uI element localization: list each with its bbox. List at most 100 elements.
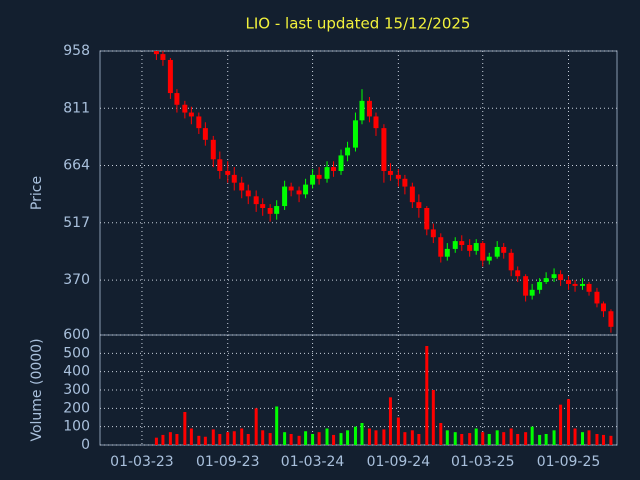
volume-bar <box>283 432 287 445</box>
volume-bar <box>509 428 513 445</box>
volume-bar <box>453 432 457 445</box>
volume-bar <box>481 432 485 445</box>
candle-body <box>153 51 159 55</box>
volume-bar <box>581 432 585 445</box>
volume-bar <box>445 430 449 445</box>
volume-bar <box>460 434 464 445</box>
volume-bar <box>374 430 378 445</box>
candle-body <box>210 139 216 160</box>
candle-body <box>373 116 379 129</box>
volume-bar <box>226 432 230 445</box>
volume-bar <box>297 435 301 445</box>
volume-bar <box>516 434 520 445</box>
candle-body <box>239 182 245 191</box>
candle-body <box>160 54 166 60</box>
volume-bar <box>439 423 443 445</box>
y-tick-label: 664 <box>63 158 90 174</box>
candle-body <box>366 100 372 117</box>
volume-bar <box>396 417 400 445</box>
candle-body <box>459 241 465 246</box>
candle-body <box>438 237 444 257</box>
candle-body <box>594 291 600 304</box>
y2-tick-label: 600 <box>63 327 90 343</box>
volume-bar <box>431 390 435 445</box>
volume-bar <box>403 432 407 445</box>
candle-body <box>537 282 543 290</box>
volume-bar <box>487 434 491 445</box>
y2-tick-label: 200 <box>63 400 90 416</box>
candle-body <box>558 274 564 281</box>
candle-body <box>501 246 507 253</box>
candle-body <box>267 207 273 214</box>
volume-bar <box>468 433 472 445</box>
candle-body <box>387 170 393 175</box>
volume-bar <box>183 412 187 445</box>
volume-bar <box>524 432 528 445</box>
candle-body <box>608 311 614 327</box>
y2-tick-label: 300 <box>63 382 90 398</box>
volume-bar <box>382 429 386 445</box>
volume-bar <box>360 423 364 445</box>
volume-bar <box>495 430 499 445</box>
volume-bar <box>595 434 599 445</box>
volume-bar <box>254 408 258 445</box>
candle-body <box>566 280 572 284</box>
candle-body <box>473 243 479 251</box>
volume-bar <box>538 434 542 445</box>
candle-body <box>480 243 486 261</box>
candle-body <box>196 116 202 129</box>
candle-body <box>352 120 358 148</box>
candle-body <box>282 186 288 207</box>
x-tick-label: 01-09-24 <box>367 454 431 470</box>
y-tick-label: 958 <box>63 43 90 59</box>
candle-body <box>444 248 450 257</box>
volume-bar <box>232 431 236 445</box>
volume-bar <box>552 430 556 445</box>
candle-body <box>586 283 592 292</box>
candle-body <box>486 256 492 261</box>
x-tick-label: 01-03-23 <box>110 454 174 470</box>
candle-body <box>543 278 549 283</box>
volume-bar <box>161 434 165 445</box>
volume-bar <box>311 434 315 445</box>
candle-body <box>395 174 401 179</box>
candle-body <box>167 59 173 94</box>
y-tick-label: 370 <box>63 272 90 288</box>
candle-body <box>416 202 422 208</box>
candle-body <box>174 93 180 105</box>
candle-body <box>253 196 259 205</box>
candle-body <box>580 283 586 286</box>
y2-tick-label: 500 <box>63 345 90 361</box>
candle-body <box>430 229 436 238</box>
volume-bar <box>175 434 179 445</box>
candle-body <box>402 178 408 187</box>
y2-tick-label: 400 <box>63 364 90 380</box>
volume-bar <box>246 434 250 445</box>
chart-title: LIO - last updated 15/12/2025 <box>246 15 471 33</box>
candle-body <box>529 289 535 296</box>
candle-body <box>409 186 415 203</box>
candle-body <box>225 170 231 175</box>
volume-bar <box>218 434 222 445</box>
volume-bar <box>197 435 201 445</box>
candle-body <box>202 128 208 140</box>
y2-tick-label: 100 <box>63 419 90 435</box>
candle-body <box>600 303 606 312</box>
candle-body <box>359 100 365 121</box>
candle-body <box>331 167 337 171</box>
candle-body <box>338 155 344 171</box>
volume-bar <box>425 346 429 445</box>
candle-body <box>296 190 302 195</box>
volume-bar <box>211 429 215 445</box>
candle-body <box>324 167 330 179</box>
y-tick-label: 517 <box>63 215 90 231</box>
candle-body <box>188 112 194 117</box>
volume-panel <box>99 334 618 446</box>
volume-bar <box>567 399 571 445</box>
volume-bar <box>502 432 506 445</box>
x-tick-label: 01-09-25 <box>537 454 601 470</box>
volume-bar <box>240 428 244 445</box>
volume-bar <box>346 430 350 445</box>
x-tick-label: 01-03-25 <box>451 454 515 470</box>
